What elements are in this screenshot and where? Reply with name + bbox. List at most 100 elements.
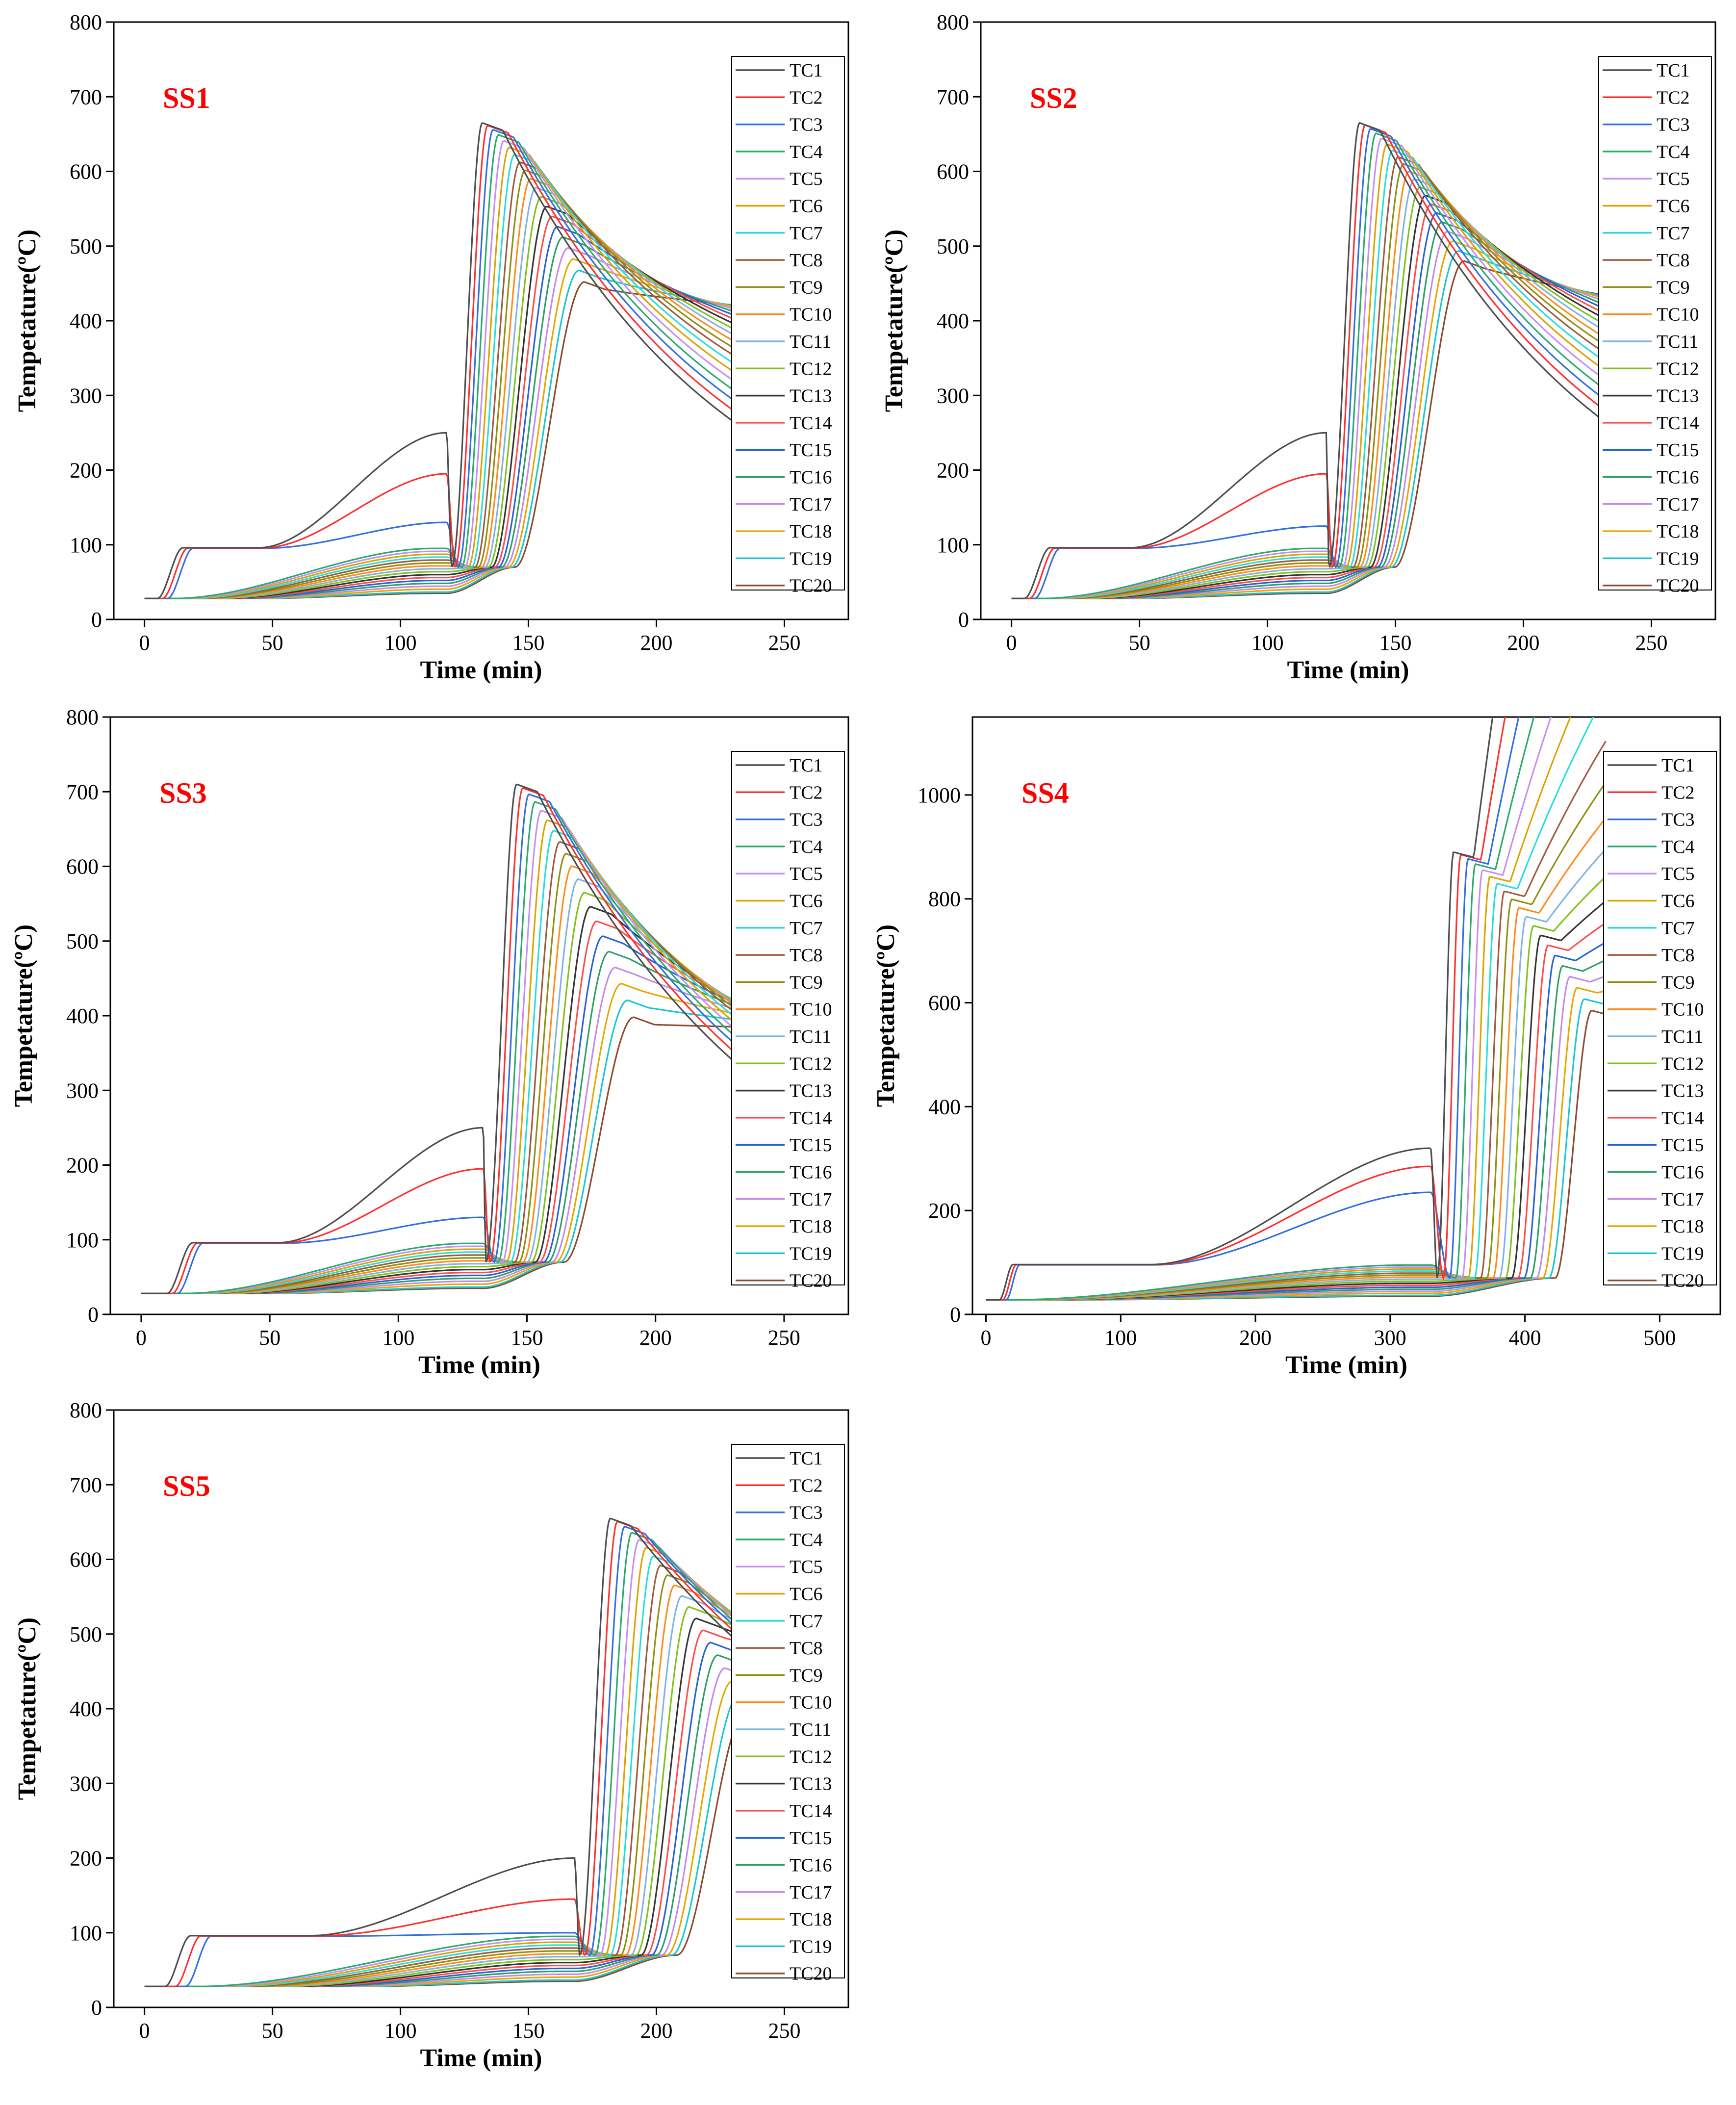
- series-lines: [1011, 122, 1606, 599]
- legend-label: TC19: [1657, 548, 1699, 569]
- legend-label: TC18: [790, 1909, 832, 1930]
- x-tick-label: 0: [139, 2019, 150, 2043]
- legend-label: TC3: [790, 115, 823, 135]
- legend-label: TC19: [790, 1936, 832, 1957]
- y-tick-label: 100: [66, 1228, 99, 1252]
- series-line-TC11: [144, 187, 739, 599]
- chart-SS4: 0 100 200 300 400 500 0 200 400 600 800 1000 Time (m…: [872, 716, 1721, 1379]
- y-tick-label: 400: [70, 1697, 102, 1721]
- legend-label: TC15: [1661, 1135, 1704, 1155]
- series-line-TC4: [144, 1532, 754, 1987]
- legend-label: TC19: [1661, 1243, 1704, 1264]
- y-tick-label: 400: [70, 309, 102, 333]
- y-tick-label: 600: [70, 160, 102, 184]
- x-tick-label: 150: [1379, 631, 1412, 655]
- legend-label: TC12: [790, 1746, 832, 1767]
- y-tick-label: 700: [70, 1473, 102, 1497]
- series-line-TC1: [1011, 122, 1606, 599]
- x-tick-label: 100: [1104, 1326, 1137, 1350]
- legend-label: TC1: [1657, 60, 1690, 81]
- legend-label: TC9: [790, 1665, 823, 1686]
- legend-frame: [731, 56, 845, 590]
- legend-label: TC13: [1661, 1081, 1704, 1102]
- x-tick-label: 200: [1239, 1326, 1272, 1350]
- series-line-TC11: [1011, 178, 1606, 599]
- legend-label: TC6: [1657, 196, 1690, 217]
- series-line-TC1: [144, 122, 739, 599]
- legend-label: TC5: [790, 1557, 823, 1577]
- series-line-TC18: [144, 1680, 754, 1987]
- x-tick-label: 100: [382, 1326, 414, 1350]
- legend-label: TC6: [790, 1584, 823, 1605]
- series-lines: [141, 783, 739, 1294]
- legend-label: TC4: [790, 142, 823, 162]
- series-line-TC2: [986, 717, 1506, 1301]
- series-line-TC17: [986, 975, 1606, 1301]
- legend-label: TC6: [1661, 891, 1695, 912]
- legend-label: TC12: [790, 1053, 832, 1074]
- legend-label: TC14: [1657, 413, 1699, 434]
- series-line-TC15: [141, 935, 739, 1294]
- legend-label: TC16: [790, 1855, 832, 1876]
- y-tick-label: 600: [928, 991, 961, 1015]
- legend-label: TC5: [790, 864, 823, 884]
- series-line-TC1: [986, 717, 1494, 1301]
- x-tick-label: 200: [640, 2019, 673, 2043]
- series-line-TC4: [986, 717, 1535, 1301]
- panel-label: SS2: [1030, 82, 1077, 114]
- series-line-TC15: [986, 942, 1607, 1301]
- legend-label: TC2: [1657, 87, 1690, 108]
- series-line-TC2: [144, 124, 739, 599]
- legend-label: TC7: [790, 918, 823, 939]
- y-tick-label: 800: [66, 705, 99, 729]
- series-line-TC13: [141, 906, 739, 1294]
- series-line-TC1: [144, 1517, 754, 1987]
- legend-label: TC10: [790, 1693, 832, 1713]
- series-lines: [144, 122, 739, 599]
- y-tick-label: 100: [70, 1921, 102, 1945]
- legend-label: TC9: [790, 277, 823, 298]
- legend-label: TC11: [1661, 1027, 1703, 1047]
- x-axis-title: Time (min): [418, 1351, 540, 1379]
- series-line-TC7: [144, 154, 739, 599]
- legend-label: TC1: [1661, 755, 1695, 776]
- legend-label: TC14: [790, 1108, 832, 1129]
- x-tick-label: 150: [512, 2019, 545, 2043]
- legend-label: TC13: [790, 1774, 832, 1795]
- legend-label: TC6: [790, 196, 823, 217]
- legend-label: TC18: [1661, 1216, 1704, 1237]
- x-tick-label: 400: [1509, 1326, 1541, 1350]
- legend: TC1 TC2 TC3 TC4 TC5 TC6 TC7 TC8 TC9 TC10 TC11 TC12 T…: [731, 56, 845, 596]
- x-tick-label: 100: [384, 2019, 417, 2043]
- legend-label: TC18: [790, 1216, 832, 1237]
- chart-SS5: 0 50 100 150 200 250 0 100 200 300 400 500 600 700 800…: [13, 1398, 849, 2072]
- series-line-TC7: [141, 830, 739, 1294]
- y-tick-label: 0: [91, 608, 102, 632]
- legend-label: TC2: [1661, 782, 1695, 803]
- x-tick-label: 200: [1507, 631, 1540, 655]
- series-line-TC3: [144, 1525, 754, 1987]
- legend-label: TC7: [790, 223, 823, 244]
- legend-label: TC20: [1661, 1271, 1704, 1291]
- y-tick-label: 200: [928, 1199, 961, 1223]
- legend-label: TC13: [790, 1081, 832, 1102]
- legend-label: TC17: [1661, 1189, 1704, 1210]
- series-line-TC6: [144, 1547, 754, 1987]
- legend-label: TC8: [790, 945, 823, 966]
- y-axis-title: Tempetature(ºC): [880, 230, 908, 412]
- chart-SS3: 0 50 100 150 200 250 0 100 200 300 400 500 600 700 800…: [10, 705, 849, 1379]
- series-line-TC16: [986, 959, 1607, 1301]
- y-tick-label: 500: [66, 929, 99, 953]
- legend-label: TC14: [1661, 1108, 1704, 1129]
- x-tick-label: 500: [1643, 1326, 1676, 1350]
- series-line-TC7: [1011, 149, 1606, 599]
- series-line-TC6: [1011, 143, 1606, 599]
- legend-frame: [731, 1444, 845, 1978]
- series-line-TC6: [141, 820, 739, 1294]
- x-axis-title: Time (min): [1287, 656, 1409, 684]
- y-tick-label: 300: [70, 384, 102, 408]
- legend-label: TC10: [790, 1000, 832, 1020]
- series-line-TC6: [144, 146, 739, 599]
- legend-label: TC16: [790, 467, 832, 488]
- series-line-TC17: [144, 247, 739, 599]
